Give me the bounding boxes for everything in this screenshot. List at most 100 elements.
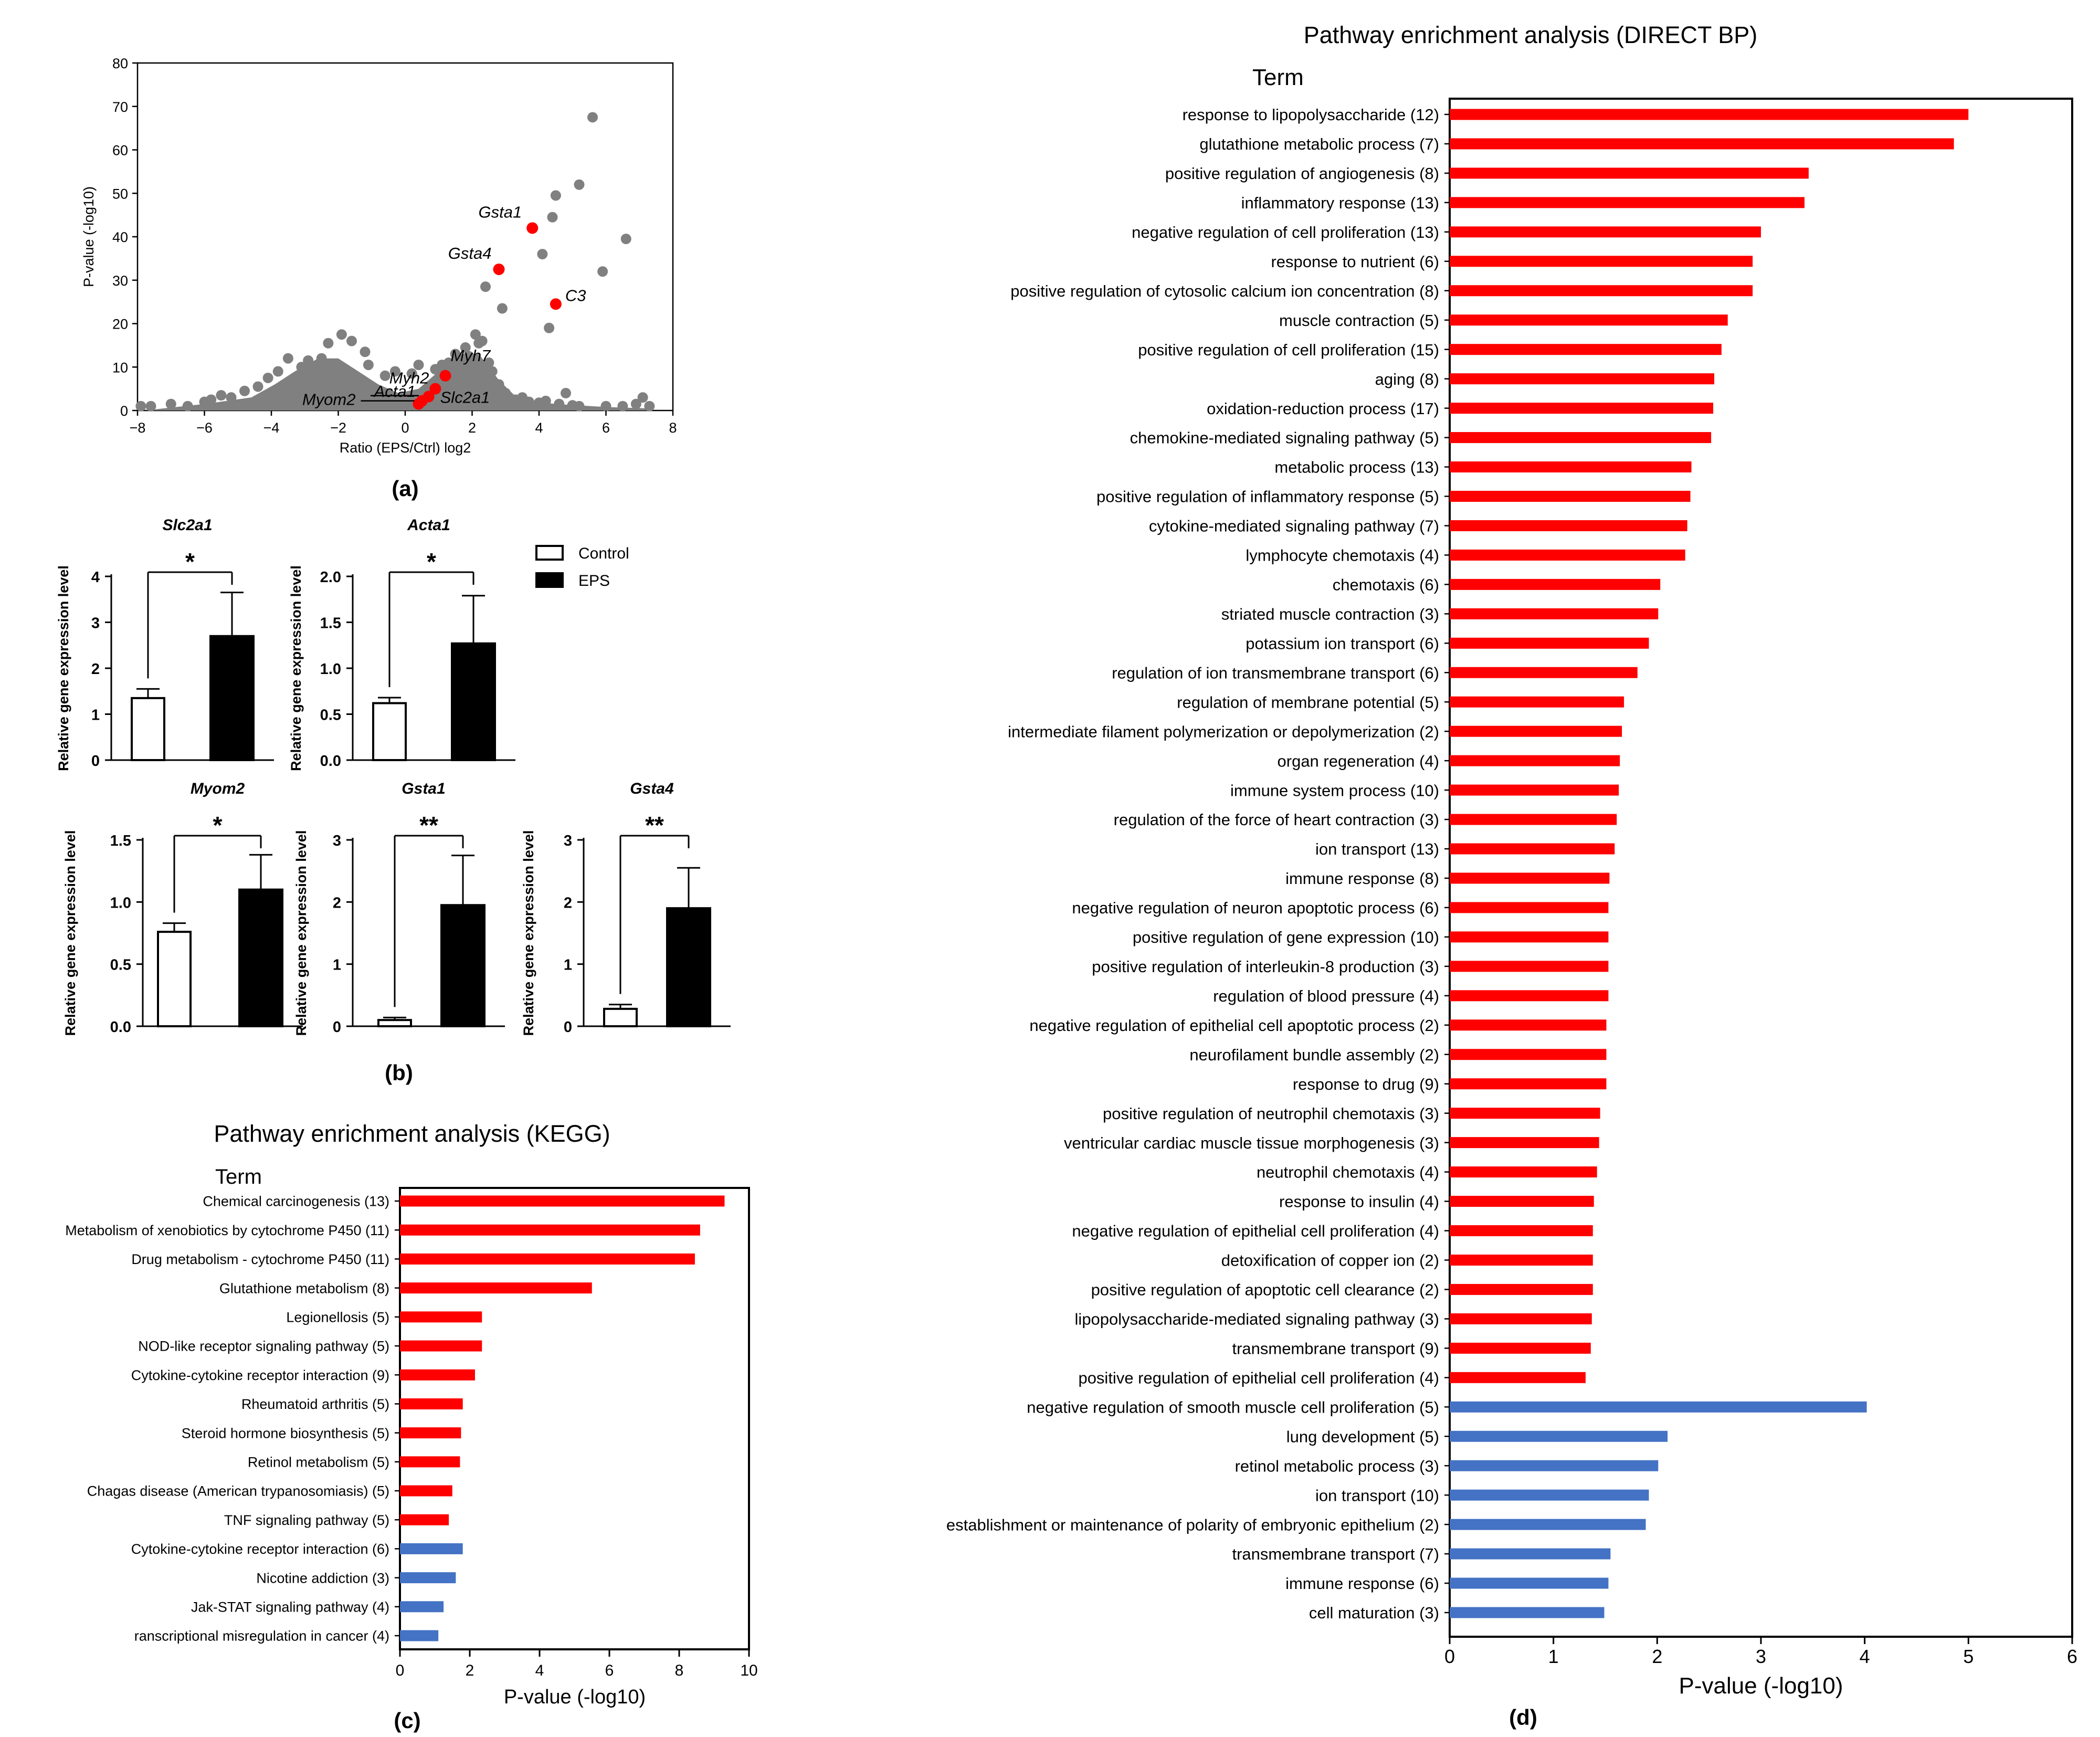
volcano-point [493,379,504,390]
volcano-point [199,396,210,407]
volcano-point [630,398,641,409]
enrichment-bar [400,1485,452,1497]
volcano-highlight-point [413,398,425,410]
control-bar [157,931,192,1027]
enrichment-bar [1450,1401,1867,1413]
enrichment-bar [400,1543,463,1554]
y-tick-label: 80 [112,56,128,71]
x-tick-label: 3 [1756,1646,1766,1667]
enrichment-bar [1450,1313,1592,1324]
enrichment-bar [1450,197,1805,208]
enrichment-bar [400,1311,482,1323]
enrichment-bar [1450,109,1969,120]
enrichment-bar [1450,667,1638,678]
term-label: immune response (6) [1285,1574,1439,1593]
term-label: Nicotine addiction (3) [256,1570,389,1586]
enrichment-bar [1450,1607,1605,1618]
term-label: striated muscle contraction (3) [1221,605,1439,623]
gene-label: C3 [565,286,586,304]
term-label: regulation of ion transmembrane transpor… [1112,664,1439,682]
enrichment-bar [1450,490,1691,502]
panel-c-kegg-enrichment: Pathway enrichment analysis (KEGG) Term Ch… [65,1120,757,1733]
volcano-point [637,392,648,403]
volcano-point [350,372,361,383]
gene-label: Myom2 [302,391,356,409]
enrichment-bar [400,1340,482,1352]
bar-y-axis-label: Relative gene expression level [62,830,78,1036]
bar-subplot-title: Gsta4 [630,780,674,797]
y-tick-label: 30 [112,273,128,289]
volcano-point [413,360,424,371]
term-label: negative regulation of epithelial cell p… [1072,1222,1439,1240]
gene-label: Myh7 [451,346,492,365]
enrichment-bar [1450,373,1715,385]
volcano-point [540,395,551,406]
bar-y-tick-label: 0.0 [320,753,341,770]
enrichment-bar [1450,608,1659,619]
enrichment-bar [400,1253,695,1265]
bar-subplot-title: Gsta1 [402,780,445,797]
term-label: muscle contraction (5) [1279,311,1439,330]
enrichment-bar [400,1630,439,1641]
enrichment-bar [1450,1430,1668,1442]
volcano-point [316,353,327,364]
gene-label: Acta1 [373,382,416,401]
term-label: Chagas disease (American trypanosomiasis… [87,1483,389,1499]
term-label: Jak-STAT signaling pathway (4) [191,1599,389,1615]
control-bar [372,702,407,761]
control-bar [377,1019,412,1027]
volcano-point [450,349,461,360]
x-tick-label: 0 [401,420,409,436]
enrichment-bar [1450,637,1649,649]
y-tick-label: 20 [112,317,128,332]
volcano-point [389,366,400,377]
bar-y-tick-label: 1 [91,707,100,724]
volcano-point [360,346,371,357]
bar-y-tick-label: 1.5 [320,615,341,632]
term-label: metabolic process (13) [1274,458,1439,477]
bar-y-tick-label: 1 [333,957,341,974]
term-label: transmembrane transport (9) [1232,1340,1439,1358]
term-label: positive regulation of angiogenesis (8) [1165,164,1439,183]
x-tick-label: 2 [1652,1646,1662,1667]
significance-marker: ** [419,812,438,839]
bar-y-tick-label: 2.0 [320,569,341,586]
volcano-point [336,329,347,340]
term-label: positive regulation of inflammatory resp… [1096,488,1439,506]
volcano-point [363,360,374,371]
x-tick-label: 6 [2067,1646,2077,1667]
volcano-point [600,401,611,412]
term-header: Term [215,1165,262,1188]
volcano-point [216,390,227,401]
bar-y-tick-label: 1 [564,957,572,974]
bar-y-tick-label: 0.5 [320,707,341,724]
x-tick-label: 4 [535,420,543,436]
significance-marker: ** [645,812,664,839]
volcano-point [165,398,176,409]
eps-bar [238,888,283,1027]
x-tick-label: −6 [196,420,213,436]
enrichment-bar [1450,902,1609,913]
x-tick-label: 4 [1860,1646,1870,1667]
enrichment-bar [1450,784,1619,796]
term-label: chemokine-mediated signaling pathway (5) [1130,429,1439,447]
volcano-point [644,401,655,412]
x-axis-label: Ratio (EPS/Ctrl) log2 [340,440,471,456]
volcano-dense-cloud [144,354,646,410]
term-label: inflammatory response (13) [1241,194,1439,212]
volcano-point [145,401,156,412]
volcano-highlight-point [493,264,505,276]
term-label: positive regulation of interleukin-8 pro… [1092,957,1439,976]
bar-y-axis-label: Relative gene expression level [56,565,71,771]
enrichment-bar [1450,843,1615,855]
bar-y-tick-label: 0.5 [110,957,131,974]
volcano-point [547,212,558,223]
term-label: regulation of membrane potential (5) [1177,693,1439,711]
term-label: potassium ion transport (6) [1246,634,1439,652]
term-label: response to lipopolysaccharide (12) [1183,106,1439,124]
enrichment-bar [400,1369,475,1381]
volcano-point [299,394,310,405]
enrichment-title: Pathway enrichment analysis (DIRECT BP) [1304,22,1757,48]
volcano-point [597,266,608,277]
